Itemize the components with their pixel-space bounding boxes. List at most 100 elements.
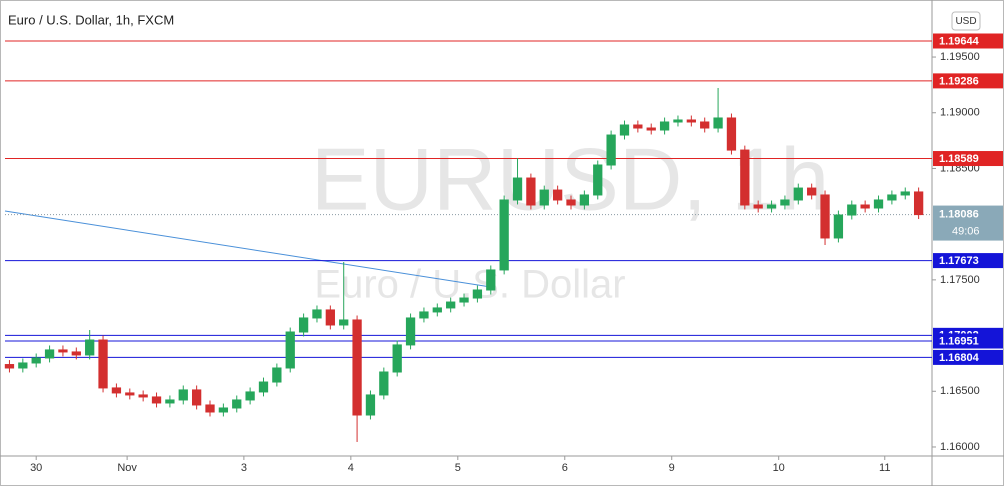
level-label: 1.18589	[939, 153, 979, 165]
candle-body	[18, 362, 28, 369]
x-tick-label: 3	[241, 462, 247, 474]
candle-body	[419, 311, 429, 319]
candle-body	[31, 357, 41, 364]
y-tick-label: 1.19000	[940, 107, 980, 119]
level-label: 1.16951	[939, 335, 979, 347]
candle-body	[44, 349, 55, 359]
candle-body	[552, 189, 563, 201]
level-label: 1.17673	[939, 255, 979, 267]
candle-body	[913, 191, 924, 216]
candle-body	[673, 119, 683, 123]
level-label-box	[933, 349, 1003, 365]
last-price-box	[933, 205, 1003, 241]
level-label: 1.19286	[939, 75, 979, 87]
candle-body	[325, 309, 335, 326]
level-label: 1.16804	[939, 352, 980, 364]
candle-body	[793, 187, 803, 201]
candle-body	[740, 149, 750, 206]
candle-body	[700, 121, 710, 129]
candle-body	[619, 124, 630, 136]
candle-body	[753, 204, 763, 209]
y-tick-label: 1.16000	[940, 441, 980, 453]
candle-body	[432, 307, 442, 313]
x-tick-label: 10	[773, 462, 785, 474]
candle-body	[579, 194, 590, 206]
currency[interactable]: USD	[955, 16, 976, 27]
level-label-box	[933, 73, 1003, 89]
x-tick-label: 6	[562, 462, 568, 474]
watermark-symbol: EURUSD, 1h	[311, 129, 829, 228]
level-label-box	[933, 253, 1003, 269]
y-tick-label: 1.17500	[940, 274, 980, 286]
candle-body	[285, 331, 295, 369]
watermark-description: Euro / U.S. Dollar	[314, 263, 625, 307]
candle-body	[178, 389, 188, 401]
candle-body	[71, 351, 81, 356]
candle-body	[151, 396, 162, 404]
trend-line	[4, 210, 491, 288]
last-price-label: 1.18086	[939, 208, 979, 220]
candle-body	[405, 317, 416, 346]
candle-body	[566, 199, 576, 206]
candle-body	[873, 199, 884, 209]
candle-body	[512, 177, 523, 201]
candle-body	[85, 339, 95, 356]
candle-body	[98, 339, 108, 389]
countdown: 49:06	[952, 225, 980, 237]
x-tick-label: Nov	[117, 462, 137, 474]
candle-body	[833, 214, 844, 239]
candle-body	[191, 389, 202, 406]
level-label-box	[933, 151, 1003, 167]
candle-body	[205, 404, 215, 413]
y-tick-label: 1.16500	[940, 385, 980, 397]
candle-body	[726, 117, 737, 151]
candle-body	[847, 204, 857, 216]
candle-body	[365, 394, 376, 416]
candle-body	[900, 191, 910, 196]
candle-body	[606, 134, 616, 166]
candle-body	[218, 407, 229, 413]
candle-body	[713, 117, 723, 129]
candle-body	[780, 199, 790, 206]
candle-body	[472, 289, 483, 299]
candle-body	[820, 194, 830, 239]
candle-body	[111, 387, 122, 394]
candle-body	[766, 204, 777, 209]
currency-box[interactable]	[951, 11, 981, 31]
candle-body	[312, 309, 322, 319]
candle-body	[138, 394, 148, 398]
candle-body	[232, 399, 242, 409]
candle-body	[633, 124, 643, 129]
candle-body	[539, 189, 549, 206]
candle-body	[526, 177, 536, 206]
chart-title: Euro / U.S. Dollar, 1h, FXCM	[8, 12, 174, 27]
candle-body	[446, 301, 456, 309]
candle-body	[659, 121, 670, 131]
candle-body	[379, 371, 389, 396]
candle-body	[593, 164, 603, 196]
candle-body	[499, 199, 509, 271]
candle-body	[165, 399, 175, 404]
x-tick-label: 9	[669, 462, 675, 474]
candle-body	[58, 349, 68, 353]
candle-body	[339, 319, 349, 326]
candle-body	[272, 367, 282, 383]
candle-body	[392, 344, 402, 373]
x-tick-label: 5	[455, 462, 461, 474]
candle-body	[646, 127, 656, 131]
level-label: 1.19644	[939, 35, 980, 47]
x-tick-label: 11	[879, 462, 890, 474]
y-tick-label: 1.19500	[940, 51, 980, 63]
candle-body	[258, 381, 269, 393]
x-tick-label: 30	[30, 462, 42, 474]
candle-body	[352, 319, 362, 416]
candle-body	[245, 391, 255, 401]
candle-body	[486, 269, 496, 291]
candle-body	[125, 392, 135, 396]
candle-body	[459, 297, 469, 303]
x-tick-label: 4	[348, 462, 354, 474]
level-label-box	[933, 33, 1003, 49]
candle-body	[4, 364, 15, 369]
